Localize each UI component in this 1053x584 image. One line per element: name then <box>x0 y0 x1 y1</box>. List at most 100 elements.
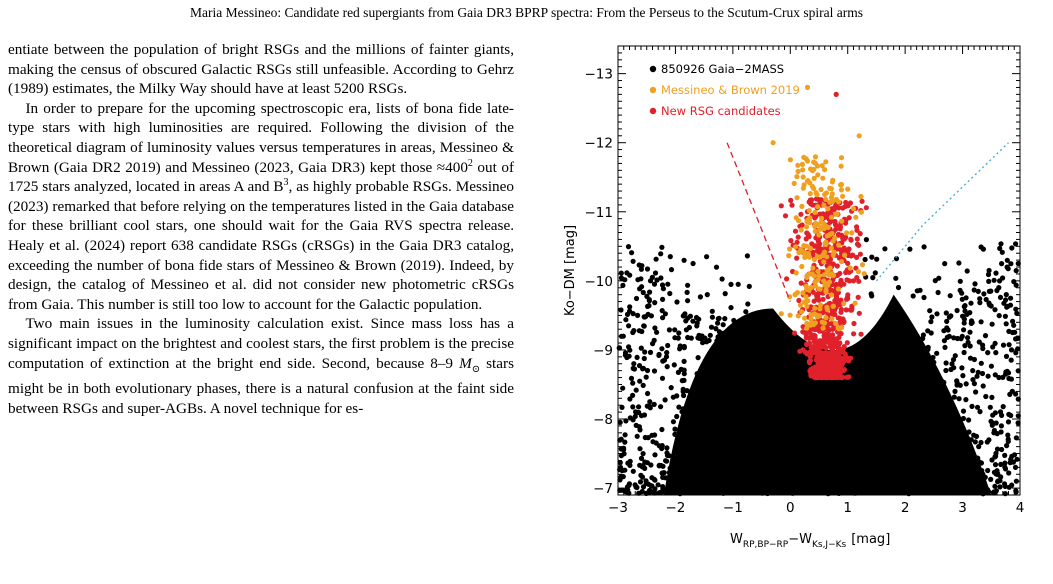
gaia-point <box>810 437 816 444</box>
gaia-point <box>895 284 902 291</box>
gaia-point <box>781 443 787 449</box>
mb2019-point <box>852 300 858 306</box>
solar-mass-symbol: M <box>459 354 472 372</box>
gaia-point <box>801 424 807 430</box>
mb2019-point <box>801 243 807 249</box>
gaia-point <box>851 480 857 486</box>
gaia-point <box>962 343 968 349</box>
new-rsg-point <box>843 307 849 313</box>
new-rsg-point <box>841 367 847 373</box>
mb2019-point <box>795 313 801 319</box>
gaia-point <box>902 476 909 483</box>
gaia-point <box>907 246 913 252</box>
new-rsg-point <box>845 292 851 298</box>
mb2019-point <box>800 167 806 173</box>
gaia-point <box>951 394 957 400</box>
gaia-point <box>802 487 808 494</box>
legend-label: New RSG candidates <box>661 104 781 118</box>
mb2019-point <box>810 265 816 271</box>
gaia-point <box>647 349 654 355</box>
mb2019-point <box>801 154 807 160</box>
gaia-point <box>645 390 651 397</box>
gaia-point <box>666 469 672 476</box>
gaia-point <box>766 375 772 381</box>
mb2019-point <box>830 252 836 258</box>
gaia-point <box>753 419 759 425</box>
gaia-point <box>709 308 715 314</box>
gaia-point <box>690 260 696 267</box>
new-rsg-point <box>825 326 832 332</box>
gaia-point <box>868 437 874 443</box>
mb2019-point <box>802 251 808 257</box>
gaia-point <box>999 261 1005 267</box>
gaia-point <box>672 448 678 454</box>
blue-dotted-boundary <box>875 142 1009 282</box>
gaia-point <box>908 384 914 390</box>
new-rsg-point <box>843 199 849 206</box>
gaia-point <box>708 438 714 444</box>
gaia-point <box>713 264 720 270</box>
gaia-point <box>918 413 924 419</box>
gaia-point <box>685 282 691 288</box>
gaia-point <box>913 487 919 493</box>
gaia-point <box>957 461 963 467</box>
gaia-point <box>963 458 969 464</box>
gaia-point <box>825 430 831 436</box>
gaia-point <box>931 414 937 420</box>
gaia-point <box>946 457 953 463</box>
gaia-point <box>935 473 942 479</box>
gaia-point <box>899 389 905 395</box>
gaia-point <box>941 328 947 334</box>
gaia-point <box>913 388 919 394</box>
gaia-point <box>939 480 945 486</box>
gaia-point <box>761 468 767 474</box>
gaia-point <box>978 460 984 466</box>
gaia-point <box>816 416 823 422</box>
gaia-point <box>887 367 894 373</box>
x-tick-label: 2 <box>901 500 910 516</box>
gaia-point <box>618 270 624 276</box>
gaia-point <box>683 435 689 441</box>
gaia-point <box>882 391 888 397</box>
gaia-point <box>620 282 626 288</box>
sun-symbol: ⊙ <box>471 363 481 375</box>
gaia-point <box>1008 261 1014 267</box>
gaia-point <box>953 456 959 462</box>
new-rsg-point <box>827 259 833 265</box>
gaia-point <box>883 353 890 359</box>
gaia-point <box>800 455 806 461</box>
mb2019-point <box>858 209 864 215</box>
gaia-point <box>788 430 794 436</box>
gaia-point <box>752 380 758 386</box>
gaia-point <box>720 432 726 439</box>
gaia-point <box>876 428 882 434</box>
gaia-point <box>1003 321 1009 327</box>
gaia-point <box>970 368 976 374</box>
gaia-point <box>677 441 683 447</box>
gaia-point <box>772 486 778 493</box>
gaia-point <box>676 330 682 336</box>
gaia-point <box>635 277 641 283</box>
gaia-point <box>713 401 719 407</box>
gaia-point <box>660 315 666 321</box>
new-rsg-point <box>814 248 820 254</box>
new-rsg-point <box>836 232 842 238</box>
mb2019-point <box>824 254 830 260</box>
gaia-point <box>852 457 858 463</box>
gaia-point <box>1009 453 1015 459</box>
gaia-point <box>974 404 981 410</box>
gaia-point <box>942 344 948 350</box>
mb2019-point <box>787 312 793 318</box>
gaia-point <box>730 379 736 385</box>
gaia-point <box>921 244 927 250</box>
gaia-point <box>625 244 632 250</box>
gaia-point <box>927 451 933 457</box>
gaia-point <box>901 448 907 454</box>
gaia-point <box>754 411 761 417</box>
mb2019-point <box>828 214 834 220</box>
gaia-point <box>690 415 696 421</box>
gaia-point <box>781 425 787 431</box>
gaia-point <box>980 383 986 389</box>
gaia-point <box>988 418 994 424</box>
gaia-point <box>988 288 994 294</box>
